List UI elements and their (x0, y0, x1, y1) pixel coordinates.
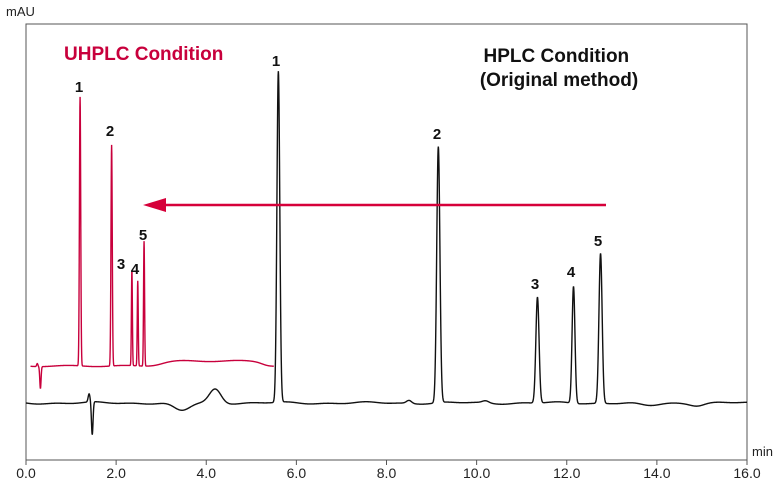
x-tick-label: 4.0 (197, 465, 217, 481)
uhplc-peak-labels: 1 2 3 4 5 (75, 79, 147, 278)
plot-frame (25, 23, 748, 461)
x-tick-marks (25, 460, 748, 465)
x-tick-label: 8.0 (377, 465, 397, 481)
hplc-condition-label: HPLC Condition (Original method) (480, 46, 638, 91)
uhplc-trace-line (30, 96, 274, 389)
x-tick-label: 14.0 (643, 465, 670, 481)
arrow-head (143, 198, 166, 212)
hplc-trace-line (25, 71, 748, 435)
x-tick-label: 16.0 (733, 465, 760, 481)
x-tick-label: 10.0 (463, 465, 490, 481)
x-axis-label: min (752, 444, 773, 459)
hplc-peak-label: 5 (594, 233, 602, 250)
hplc-peak-label: 2 (433, 126, 441, 143)
hplc-peak-label: 4 (567, 264, 576, 281)
uhplc-peak-label: 4 (131, 261, 140, 278)
y-axis-label: mAU (6, 4, 35, 19)
uhplc-peak-label: 2 (106, 123, 114, 140)
x-tick-labels: 0.0 2.0 4.0 6.0 8.0 10.0 12.0 14.0 16.0 (16, 465, 761, 481)
x-tick-label: 0.0 (16, 465, 36, 481)
x-tick-label: 12.0 (553, 465, 580, 481)
hplc-peak-labels: 1 2 3 4 5 (272, 53, 602, 293)
x-tick-label: 2.0 (106, 465, 126, 481)
hplc-peak-label: 1 (272, 53, 280, 70)
hplc-peak-label: 3 (531, 276, 539, 293)
uhplc-peak-label: 1 (75, 79, 83, 96)
uhplc-peak-label: 5 (139, 227, 147, 244)
x-tick-label: 6.0 (287, 465, 307, 481)
uhplc-peak-label: 3 (117, 256, 125, 273)
method-transfer-arrow (143, 198, 606, 212)
uhplc-condition-label: UHPLC Condition (64, 44, 223, 65)
